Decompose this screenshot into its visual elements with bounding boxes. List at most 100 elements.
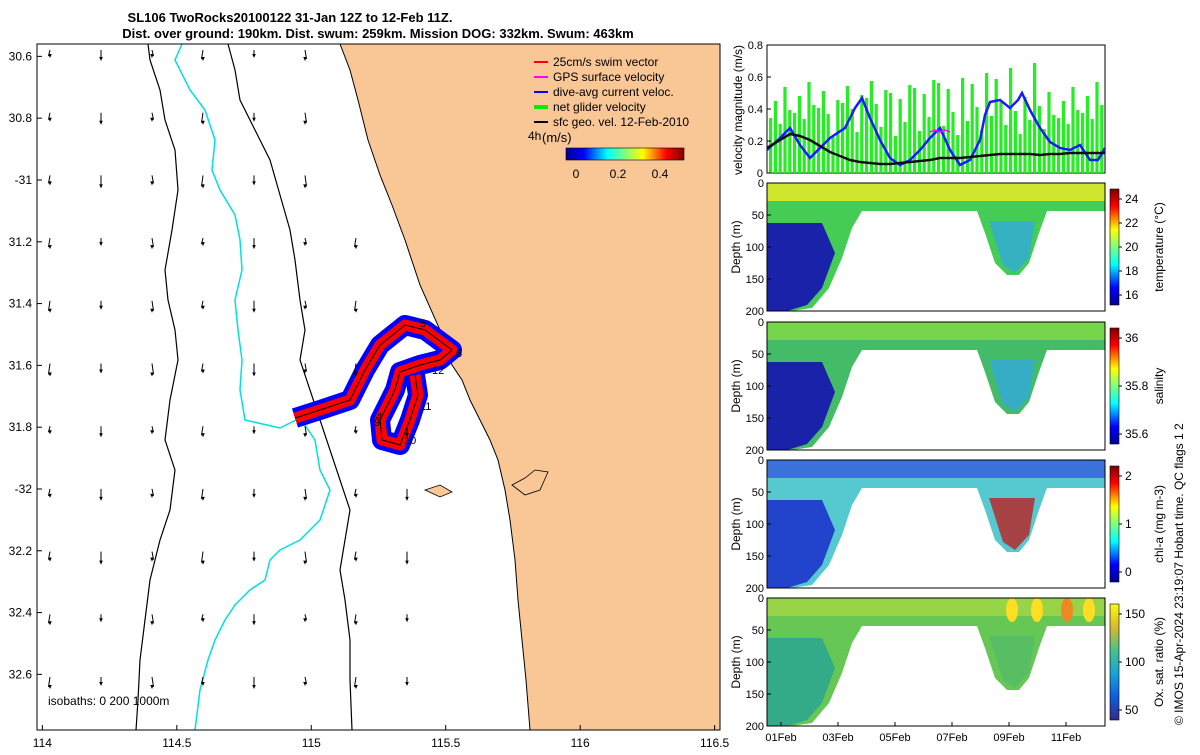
colorbar-label: (m/s): [542, 130, 572, 145]
velocity-bar: [788, 110, 792, 173]
legend-entry: dive-avg current veloc.: [534, 85, 674, 99]
geo-arrow: [150, 300, 154, 313]
velocity-tick-label: 0.4: [748, 104, 763, 116]
map-y-tick-label: 31.8: [9, 420, 33, 434]
velocity-bar: [927, 117, 931, 173]
section-deep-patch: [767, 500, 835, 588]
section-colorbar-label: temperature (°C): [1152, 202, 1166, 292]
geo-arrow: [303, 112, 307, 125]
velocity-bar: [1090, 119, 1094, 173]
depth-tick-label: 100: [746, 381, 764, 393]
geo-arrow: [252, 363, 256, 377]
legend-entry: GPS surface velocity: [534, 70, 664, 84]
geo-arrow: [405, 551, 409, 565]
colorbar-tick-label: 36: [1125, 331, 1139, 345]
section-trough-patch: [989, 360, 1035, 412]
section-ylabel: Depth (m): [729, 220, 743, 273]
geo-arrow: [303, 237, 307, 247]
geo-arrow: [405, 677, 409, 686]
depth-tick-label: 150: [746, 413, 764, 425]
depth-tick-label: 50: [752, 210, 764, 222]
geo-arrow: [354, 551, 358, 562]
colorbar-tick-label: 20: [1125, 240, 1139, 254]
velocity-bar: [1081, 113, 1085, 173]
gps-velocity-line: [929, 129, 951, 133]
velocity-bar: [869, 81, 873, 173]
depth-tick-label: 0: [758, 178, 764, 190]
geo-arrow: [99, 363, 103, 374]
geo-arrow: [354, 238, 358, 250]
track-label-9: 9: [374, 417, 380, 429]
velocity-ylabel: velocity magnitude (m/s): [731, 45, 745, 175]
geo-arrow: [201, 49, 205, 61]
map-x-tick-label: 114.5: [162, 736, 191, 750]
velocity-bar: [817, 108, 821, 173]
geo-arrow: [99, 677, 103, 686]
velocity-bar: [965, 121, 969, 173]
section-surface-layer: [767, 322, 1105, 340]
geo-arrow: [303, 551, 307, 565]
section-panel: 0 50 100 150 200 Depth (m) 2 1 0 chl-a (mg m-3): [729, 455, 1166, 595]
map-y-tick-label: 32.6: [9, 667, 33, 681]
geo-arrow: [201, 112, 205, 125]
depth-tick-label: 150: [746, 689, 764, 701]
map-y-tick-label: 31.6: [9, 358, 33, 372]
geo-arrow: [252, 488, 256, 498]
depth-tick-label: 50: [752, 625, 764, 637]
track-label-4: 4: [376, 411, 382, 423]
velocity-bar: [1071, 87, 1075, 173]
section-surface-layer: [767, 460, 1105, 478]
geo-arrow: [99, 50, 103, 61]
isobath-200m: [174, 44, 331, 730]
velocity-bar: [793, 113, 797, 173]
geo-arrow: [150, 614, 154, 626]
geo-arrow: [99, 175, 103, 189]
velocity-tick-label: 0.2: [748, 136, 763, 148]
oxygen-hotspot: [1083, 598, 1095, 622]
velocity-bar: [1095, 82, 1099, 173]
depth-tick-label: 0: [758, 455, 764, 467]
velocity-bar: [889, 93, 893, 173]
velocity-bar: [826, 114, 830, 173]
velocity-bar: [831, 137, 835, 173]
map-y-tick-label: -31: [15, 173, 33, 187]
geo-arrow: [252, 614, 256, 626]
geo-arrow: [150, 551, 154, 562]
time-axis: 01Feb 03Feb 05Feb 07Feb 09Feb 11Feb: [765, 722, 1081, 744]
legend-label: dive-avg current veloc.: [553, 85, 674, 99]
geo-arrow: [405, 614, 409, 623]
colorbar-tick-label: 1: [1125, 517, 1132, 531]
velocity-bar: [874, 104, 878, 173]
isobaths-label: isobaths: 0 200 1000m: [48, 694, 169, 708]
section-panel: 0 50 100 150 200 Depth (m) 24 22 20 18 16 temperatu…: [729, 178, 1166, 318]
geo-arrow: [354, 363, 358, 377]
map-x-tick-label: 115: [302, 736, 321, 750]
velocity-bar: [1023, 97, 1027, 173]
geo-arrow: [303, 175, 307, 189]
legend-label: sfc geo. vel. 12-Feb-2010: [553, 115, 689, 129]
legend-entry: sfc geo. vel. 12-Feb-2010: [534, 115, 689, 129]
velocity-bar: [1004, 125, 1008, 173]
velocity-bar: [975, 107, 979, 173]
title-line-2: Dist. over ground: 190km. Dist. swum: 25…: [122, 26, 634, 41]
geo-arrow: [201, 488, 205, 501]
velocity-bar: [879, 127, 883, 173]
island-garden: [511, 469, 549, 496]
section-field: [767, 598, 1105, 726]
velocity-bar: [865, 98, 869, 173]
geo-arrow: [99, 426, 103, 438]
current-velocity-line: [766, 90, 1107, 167]
map-x-axis: 114 114.5 115 115.5 116 116.5: [33, 725, 730, 750]
section-deep-patch: [767, 638, 835, 726]
geo-arrow: [201, 175, 205, 189]
velocity-bar: [821, 91, 825, 173]
velocity-bar: [860, 95, 864, 173]
section-ylabel: Depth (m): [729, 359, 743, 412]
map-y-tick-label: 31.4: [9, 297, 33, 311]
depth-tick-label: 100: [746, 242, 764, 254]
geo-arrow: [303, 49, 307, 61]
geo-arrow: [252, 50, 256, 58]
geo-arrow: [150, 488, 154, 498]
